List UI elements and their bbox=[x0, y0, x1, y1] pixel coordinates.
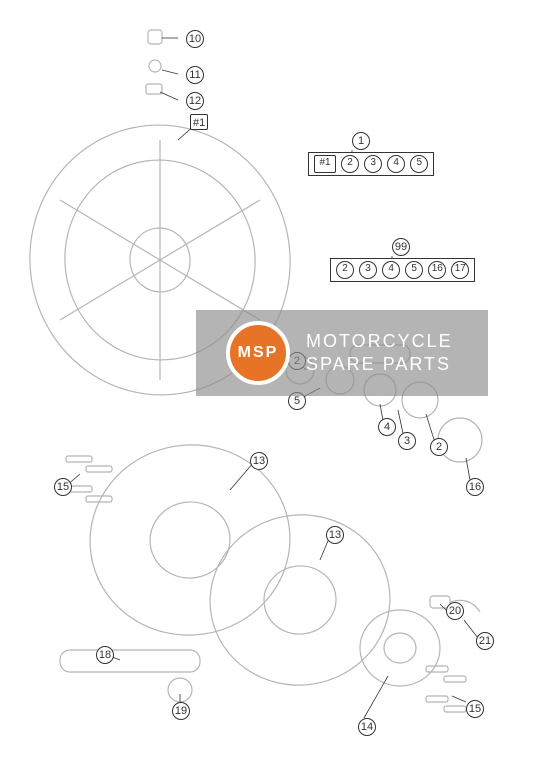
callout-hash1: #1 bbox=[190, 114, 208, 130]
callout-20: 20 bbox=[446, 602, 464, 620]
callout-10: 10 bbox=[186, 30, 204, 48]
group99-item-5: 5 bbox=[405, 261, 423, 279]
callout-99: 99 bbox=[392, 238, 410, 256]
callout-18: 18 bbox=[96, 646, 114, 664]
callout-16: 16 bbox=[466, 478, 484, 496]
group99-item-16: 16 bbox=[428, 261, 446, 279]
group1-item-4: 4 bbox=[387, 155, 405, 173]
callout-15b: 15 bbox=[466, 700, 484, 718]
callout-15a: 15 bbox=[54, 478, 72, 496]
callout-11: 11 bbox=[186, 66, 204, 84]
callout-1: 1 bbox=[352, 132, 370, 150]
callout-3a: 3 bbox=[398, 432, 416, 450]
callout-group-1: #1 2 3 4 5 bbox=[308, 152, 434, 176]
group1-item-2: 2 bbox=[341, 155, 359, 173]
callout-13a: 13 bbox=[250, 452, 268, 470]
group99-item-2: 2 bbox=[336, 261, 354, 279]
group1-item-h1: #1 bbox=[314, 155, 336, 173]
group99-item-17: 17 bbox=[451, 261, 469, 279]
watermark-text: MOTORCYCLE SPARE PARTS bbox=[306, 330, 453, 377]
callout-13b: 13 bbox=[326, 526, 344, 544]
watermark-logo: MSP bbox=[226, 321, 290, 385]
callout-4a: 4 bbox=[378, 418, 396, 436]
group99-item-4: 4 bbox=[382, 261, 400, 279]
callout-group-99: 2 3 4 5 16 17 bbox=[330, 258, 475, 282]
group1-item-5: 5 bbox=[410, 155, 428, 173]
callout-21: 21 bbox=[476, 632, 494, 650]
callout-2b: 2 bbox=[430, 438, 448, 456]
callout-14: 14 bbox=[358, 718, 376, 736]
watermark-line1: MOTORCYCLE bbox=[306, 330, 453, 353]
callout-12: 12 bbox=[186, 92, 204, 110]
group1-item-3: 3 bbox=[364, 155, 382, 173]
callout-19: 19 bbox=[172, 702, 190, 720]
watermark-line2: SPARE PARTS bbox=[306, 353, 453, 376]
watermark-overlay: MSP MOTORCYCLE SPARE PARTS bbox=[196, 310, 488, 396]
group99-item-3: 3 bbox=[359, 261, 377, 279]
